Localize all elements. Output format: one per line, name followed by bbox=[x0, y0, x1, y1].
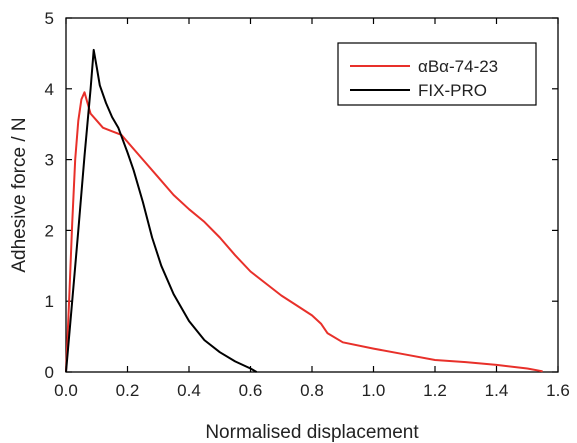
y-tick-label: 5 bbox=[45, 9, 54, 28]
x-tick-label: 1.0 bbox=[362, 381, 386, 400]
axis-tick-labels: 0.0 0.2 0.4 0.6 0.8 1.0 1.2 1.4 1.6 0 1 2 3 4 5 bbox=[45, 9, 570, 400]
x-tick-label: 1.2 bbox=[423, 381, 447, 400]
x-tick-label: 1.4 bbox=[485, 381, 509, 400]
y-tick-label: 2 bbox=[45, 221, 54, 240]
y-tick-label: 4 bbox=[45, 80, 54, 99]
y-tick-label: 3 bbox=[45, 151, 54, 170]
series-line-0 bbox=[65, 91, 543, 373]
x-tick-label: 1.6 bbox=[546, 381, 570, 400]
y-tick-label: 1 bbox=[45, 292, 54, 311]
y-tick-label: 0 bbox=[45, 363, 54, 382]
legend-box bbox=[337, 42, 537, 106]
legend-label-series-0: αBα-74-23 bbox=[418, 57, 498, 76]
x-tick-label: 0.2 bbox=[116, 381, 140, 400]
x-tick-label: 0.6 bbox=[239, 381, 263, 400]
series-lines bbox=[65, 48, 543, 373]
series-line-1 bbox=[65, 48, 258, 373]
legend-label-series-1: FIX-PRO bbox=[418, 81, 487, 100]
axis-ticks bbox=[65, 17, 559, 373]
x-axis-title: Normalised displacement bbox=[205, 422, 419, 443]
y-axis-title: Adhesive force / N bbox=[9, 117, 30, 272]
x-tick-label: 0.8 bbox=[300, 381, 324, 400]
x-tick-label: 0.0 bbox=[54, 381, 78, 400]
legend: αBα-74-23 FIX-PRO bbox=[337, 42, 537, 106]
x-tick-label: 0.4 bbox=[177, 381, 201, 400]
